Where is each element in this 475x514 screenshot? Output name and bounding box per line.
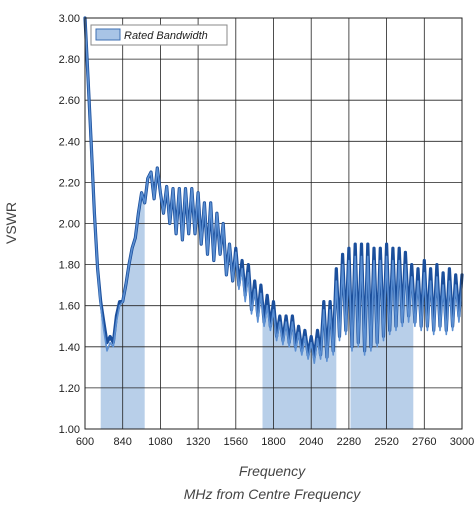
x-tick-label: 840 xyxy=(114,436,132,448)
y-tick-label: 1.20 xyxy=(59,383,80,395)
x-tick-label: 1800 xyxy=(261,436,285,448)
y-tick-label: 2.00 xyxy=(59,219,80,231)
x-tick-label: 2280 xyxy=(337,436,361,448)
x-tick-label: 3000 xyxy=(450,436,474,448)
rated-band-2 xyxy=(262,281,337,429)
y-tick-label: 1.40 xyxy=(59,342,80,354)
y-axis-title: VSWR xyxy=(3,202,19,244)
x-tick-label: 600 xyxy=(76,436,94,448)
legend: Rated Bandwidth xyxy=(90,24,228,46)
y-tick-label: 2.80 xyxy=(59,54,80,66)
y-tick-label: 1.60 xyxy=(59,301,80,313)
vswr-series xyxy=(83,16,464,365)
x-axis-title-line2: MHz from Centre Frequency xyxy=(184,486,362,502)
x-tick-labels: 600 840 1080 1320 1560 1800 2040 2280 2520 2760 30… xyxy=(76,436,474,448)
x-tick-label: 2760 xyxy=(412,436,436,448)
y-tick-label: 2.60 xyxy=(59,95,80,107)
x-tick-label: 1080 xyxy=(148,436,172,448)
y-tick-label: 1.00 xyxy=(59,424,80,436)
x-tick-label: 2040 xyxy=(299,436,323,448)
x-tick-label: 1560 xyxy=(224,436,248,448)
y-tick-label: 2.40 xyxy=(59,136,80,148)
legend-swatch xyxy=(95,28,121,41)
vswr-line-inner xyxy=(84,17,463,365)
y-tick-labels: 1.00 1.20 1.40 1.60 1.80 2.00 2.20 2.40 2.60 2.80… xyxy=(59,13,80,436)
legend-label: Rated Bandwidth xyxy=(124,30,208,42)
plot-frame xyxy=(84,17,463,430)
x-tick-label: 1320 xyxy=(186,436,210,448)
x-axis-title-line1: Frequency xyxy=(239,463,306,479)
y-tick-label: 2.20 xyxy=(59,177,80,189)
y-tick-label: 3.00 xyxy=(59,13,80,25)
x-tick-label: 2520 xyxy=(374,436,398,448)
y-tick-label: 1.80 xyxy=(59,260,80,272)
